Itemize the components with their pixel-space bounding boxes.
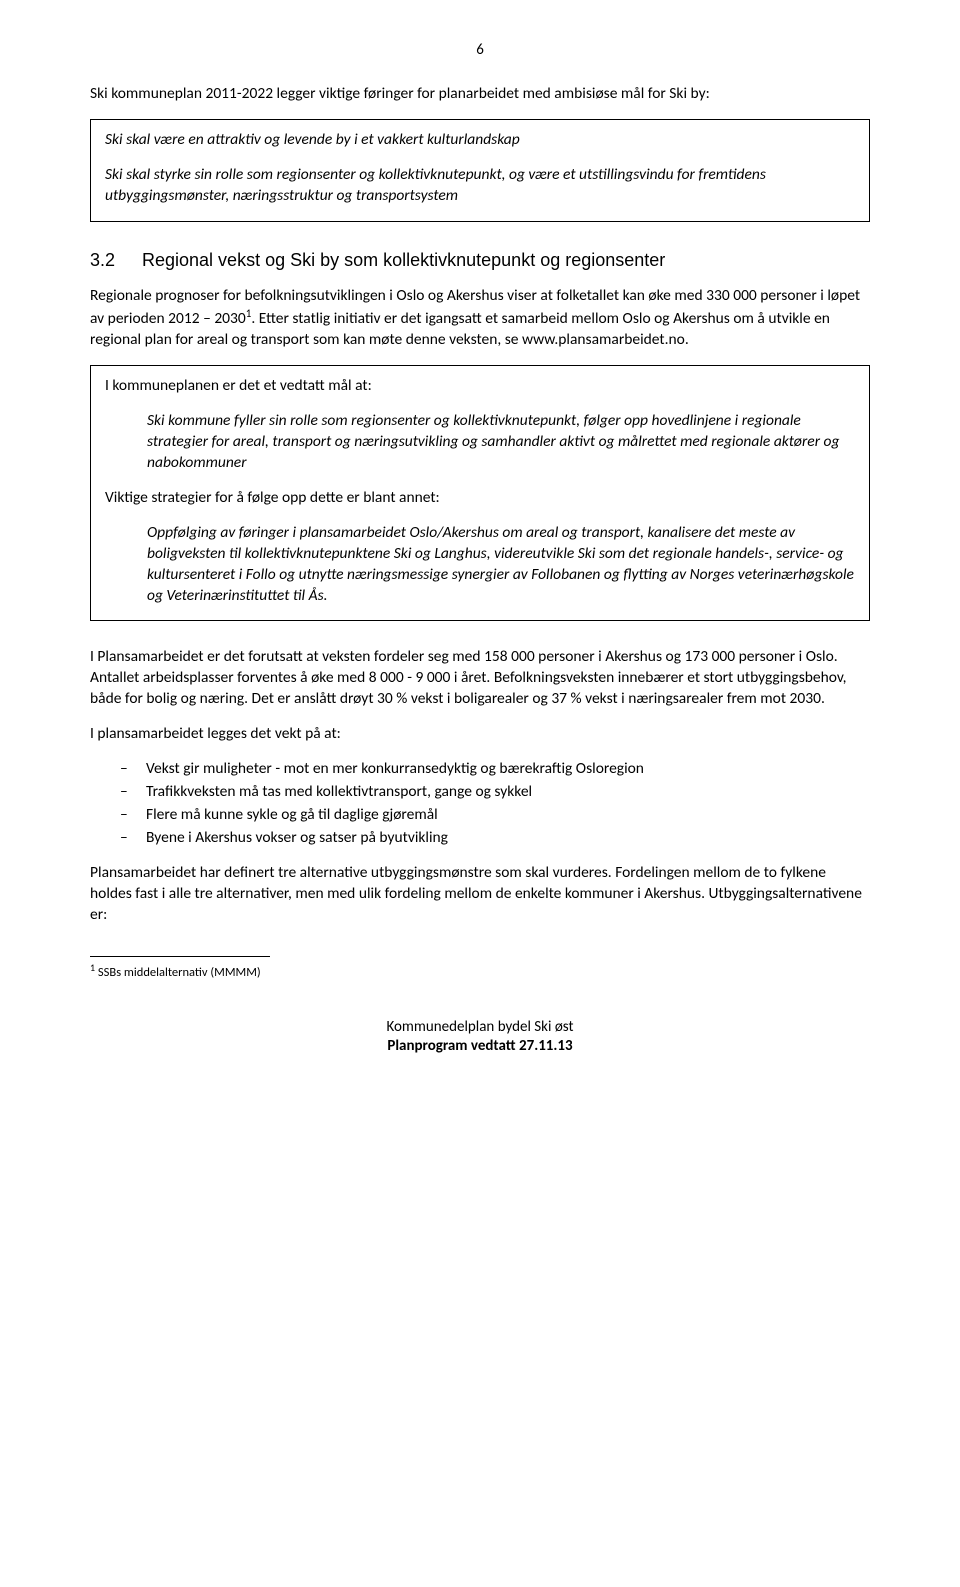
footnote-separator xyxy=(90,956,270,957)
box-goals: Ski skal være en attraktiv og levende by… xyxy=(90,119,870,222)
footnote-text: SSBs middelalternativ (MMMM) xyxy=(95,965,261,980)
section-heading-3-2: 3.2Regional vekst og Ski by som kollekti… xyxy=(90,248,870,272)
box2-lead1: I kommuneplanen er det et vedtatt mål at… xyxy=(105,376,855,397)
box1-line2: Ski skal styrke sin rolle som regionsent… xyxy=(105,165,855,207)
footer-line1: Kommunedelplan bydel Ski øst xyxy=(90,1018,870,1038)
bullet-list: Vekst gir muligheter - mot en mer konkur… xyxy=(90,759,870,849)
para-regional-growth: Regionale prognoser for befolkningsutvik… xyxy=(90,286,870,351)
para-vekt-lead: I plansamarbeidet legges det vekt på at: xyxy=(90,724,870,745)
list-item: Flere må kunne sykle og gå til daglige g… xyxy=(120,805,870,826)
intro-paragraph: Ski kommuneplan 2011-2022 legger viktige… xyxy=(90,84,870,105)
para-alternatives: Plansamarbeidet har definert tre alterna… xyxy=(90,863,870,926)
box2-lead2: Viktige strategier for å følge opp dette… xyxy=(105,488,855,509)
heading-text: Regional vekst og Ski by som kollektivkn… xyxy=(142,250,665,270)
box1-line1: Ski skal være en attraktiv og levende by… xyxy=(105,130,855,151)
footer-line2: Planprogram vedtatt 27.11.13 xyxy=(90,1037,870,1057)
box-strategies: I kommuneplanen er det et vedtatt mål at… xyxy=(90,365,870,621)
box2-quote1: Ski kommune fyller sin rolle som regions… xyxy=(105,411,855,474)
page-footer: Kommunedelplan bydel Ski øst Planprogram… xyxy=(90,1018,870,1057)
page-number: 6 xyxy=(90,40,870,60)
footnote-1: 1 SSBs middelalternativ (MMMM) xyxy=(90,961,870,982)
list-item: Byene i Akershus vokser og satser på byu… xyxy=(120,828,870,849)
para-plansamarbeidet: I Plansamarbeidet er det forutsatt at ve… xyxy=(90,647,870,710)
list-item: Trafikkveksten må tas med kollektivtrans… xyxy=(120,782,870,803)
heading-number: 3.2 xyxy=(90,248,142,272)
box2-quote2: Oppfølging av føringer i plansamarbeidet… xyxy=(105,523,855,607)
list-item: Vekst gir muligheter - mot en mer konkur… xyxy=(120,759,870,780)
